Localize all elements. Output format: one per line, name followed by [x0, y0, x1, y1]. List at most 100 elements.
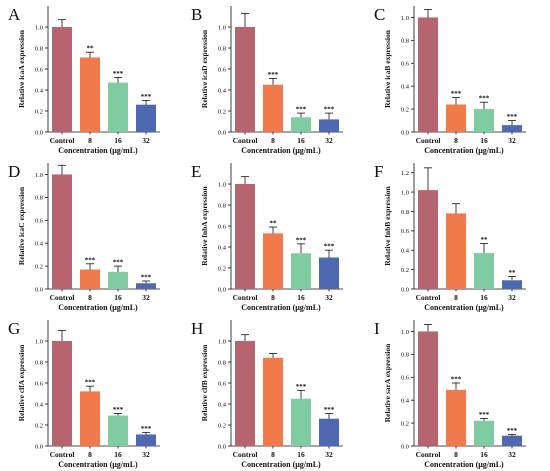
y-tick-label: 0.2	[35, 422, 43, 429]
y-axis-label: Relative fnbA expression	[200, 185, 209, 265]
significance-mark: ***	[324, 243, 335, 251]
significance-mark: ***	[451, 90, 462, 98]
bar-control	[52, 341, 72, 446]
y-tick-label: 0.4	[401, 397, 410, 404]
panel-h: H Relative clfB expression 0.0 0.2 0.4 0.6 0.8…	[191, 319, 343, 469]
x-category-label: 32	[508, 293, 516, 302]
x-category-label: 16	[114, 293, 122, 302]
y-tick-label: 0.0	[35, 286, 43, 293]
y-tick-label: 0.4	[35, 401, 44, 408]
y-tick-label: 0.8	[218, 45, 226, 52]
significance-mark: ***	[451, 376, 462, 384]
panel-letter: C	[374, 5, 385, 24]
bar-16	[108, 82, 128, 132]
y-tick-label: 0.6	[401, 375, 410, 382]
x-axis-label: Concentration (μg/mL)	[58, 460, 138, 469]
bar-8	[80, 57, 100, 133]
bar-control	[418, 331, 438, 446]
x-category-label: 8	[88, 450, 92, 459]
x-category-label: Control	[50, 450, 75, 459]
y-tick-label: 0.8	[35, 45, 43, 52]
bar-8	[446, 389, 466, 446]
y-tick-label: 0.6	[218, 380, 227, 387]
y-tick-label: 0.2	[401, 267, 409, 274]
y-tick-label: 0.2	[35, 108, 43, 115]
y-tick-label: 1.0	[401, 189, 409, 196]
bar-16	[474, 253, 494, 289]
y-tick-label: 0.0	[218, 443, 226, 450]
x-category-label: 8	[454, 136, 458, 145]
y-tick-label: 0.4	[218, 244, 227, 251]
bar-16	[291, 117, 311, 132]
y-tick-label: 0.0	[401, 129, 409, 136]
y-tick-label: 0.4	[35, 87, 44, 94]
y-axis-label: Relative clfA expression	[17, 344, 26, 421]
significance-mark: ***	[296, 236, 307, 244]
x-axis-label: Concentration (μg/mL)	[58, 146, 138, 155]
panel-letter: H	[191, 319, 203, 338]
bar-8	[263, 84, 283, 132]
x-axis-label: Concentration (μg/mL)	[58, 303, 138, 312]
bar-control	[235, 27, 255, 132]
bar-32	[502, 125, 522, 132]
y-tick-label: 0.8	[35, 195, 43, 202]
panel-a: A Relative icaA expression 0.0 0.2 0.4 0.6 0.8…	[8, 5, 160, 155]
y-tick-label: 0.0	[218, 129, 226, 136]
bar-control	[235, 184, 255, 289]
y-axis-label: Relative icaA expression	[17, 29, 26, 108]
bar-8	[446, 213, 466, 289]
y-tick-label: 0.8	[401, 38, 409, 45]
y-tick-label: 0.2	[401, 106, 409, 113]
bar-32	[136, 434, 156, 446]
y-axis-label: Relative fnbB expression	[383, 185, 392, 265]
y-tick-label: 0.0	[401, 286, 409, 293]
x-category-label: 32	[508, 136, 516, 145]
significance-mark: ***	[296, 106, 307, 114]
x-category-label: 16	[480, 450, 488, 459]
bar-32	[136, 283, 156, 289]
significance-mark: ***	[324, 406, 335, 414]
significance-mark: ***	[113, 259, 124, 267]
bar-16	[474, 420, 494, 446]
x-category-label: 8	[454, 293, 458, 302]
y-tick-label: 0.8	[218, 202, 226, 209]
panel-letter: G	[8, 319, 20, 338]
x-category-label: Control	[50, 136, 75, 145]
x-category-label: 16	[297, 293, 305, 302]
bar-8	[263, 233, 283, 289]
x-category-label: Control	[416, 450, 441, 459]
y-tick-label: 0.6	[401, 228, 410, 235]
y-tick-label: 0.6	[35, 218, 44, 225]
y-tick-label: 0.6	[218, 66, 227, 73]
y-tick-label: 0.0	[35, 129, 43, 136]
x-category-label: 32	[325, 293, 333, 302]
y-tick-label: 0.6	[401, 61, 410, 68]
bar-8	[263, 357, 283, 446]
bar-8	[446, 104, 466, 132]
x-category-label: 32	[142, 293, 150, 302]
y-tick-label: 0.6	[35, 66, 44, 73]
panel-b: B Relative icaD expression 0.0 0.2 0.4 0.6 0.8…	[191, 5, 343, 155]
significance-mark: ***	[113, 70, 124, 78]
panel-letter: E	[191, 162, 201, 181]
x-category-label: Control	[233, 293, 258, 302]
panel-letter: F	[374, 162, 383, 181]
bar-control	[52, 27, 72, 132]
y-tick-label: 0.4	[35, 240, 44, 247]
y-tick-label: 1.0	[35, 172, 43, 179]
significance-mark: ***	[141, 273, 152, 281]
significance-mark: **	[509, 269, 517, 277]
panel-g: G Relative clfA expression 0.0 0.2 0.4 0.6 0.8…	[8, 319, 160, 469]
x-category-label: 8	[271, 450, 275, 459]
x-axis-label: Concentration (μg/mL)	[241, 146, 321, 155]
x-category-label: 8	[454, 450, 458, 459]
panel-letter: D	[8, 162, 20, 181]
bar-16	[291, 253, 311, 289]
x-category-label: 16	[297, 136, 305, 145]
significance-mark: ***	[85, 379, 96, 387]
x-category-label: 32	[325, 136, 333, 145]
bar-32	[319, 119, 339, 132]
x-category-label: 8	[88, 136, 92, 145]
